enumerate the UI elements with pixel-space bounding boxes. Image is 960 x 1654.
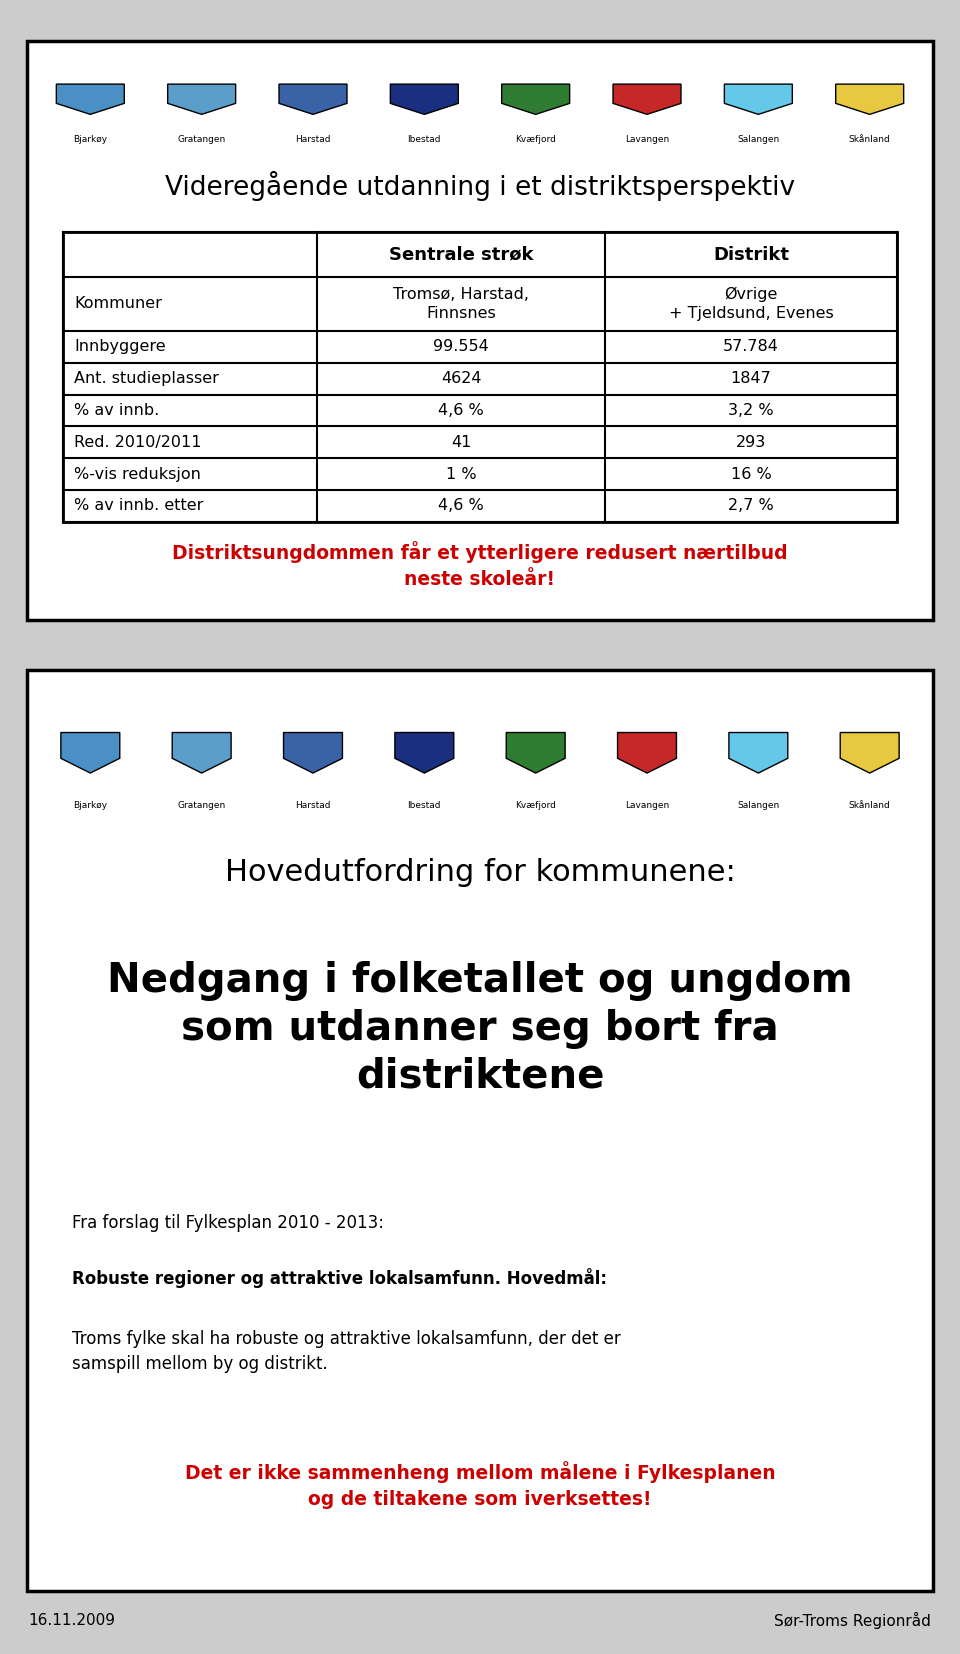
Text: Skånland: Skånland xyxy=(849,136,891,144)
Polygon shape xyxy=(57,84,124,114)
Polygon shape xyxy=(168,84,235,114)
Text: 1 %: 1 % xyxy=(446,466,476,481)
Text: % av innb.: % av innb. xyxy=(74,404,159,418)
FancyBboxPatch shape xyxy=(27,670,933,1591)
Text: 99.554: 99.554 xyxy=(433,339,489,354)
Polygon shape xyxy=(729,733,788,772)
Text: Det er ikke sammenheng mellom målene i Fylkesplanen
og de tiltakene som iverkset: Det er ikke sammenheng mellom målene i F… xyxy=(184,1460,776,1510)
Text: 3,2 %: 3,2 % xyxy=(728,404,774,418)
Text: Sentrale strøk: Sentrale strøk xyxy=(389,246,534,263)
Polygon shape xyxy=(60,733,120,772)
Polygon shape xyxy=(395,733,454,772)
Text: Ant. studieplasser: Ant. studieplasser xyxy=(74,370,219,385)
Text: Salangen: Salangen xyxy=(737,801,780,810)
Text: Bjarkøy: Bjarkøy xyxy=(73,136,108,144)
Polygon shape xyxy=(283,733,343,772)
Text: Ibestad: Ibestad xyxy=(408,801,441,810)
Text: Bjarkøy: Bjarkøy xyxy=(73,801,108,810)
Text: Lavangen: Lavangen xyxy=(625,136,669,144)
Text: Gratangen: Gratangen xyxy=(178,136,226,144)
Text: Sør-Troms Regionråd: Sør-Troms Regionråd xyxy=(775,1613,931,1629)
Text: 57.784: 57.784 xyxy=(723,339,779,354)
Polygon shape xyxy=(391,84,458,114)
Polygon shape xyxy=(279,84,347,114)
Text: Harstad: Harstad xyxy=(296,136,331,144)
Text: 16.11.2009: 16.11.2009 xyxy=(29,1613,116,1629)
Text: %-vis reduksjon: %-vis reduksjon xyxy=(74,466,201,481)
Text: 1847: 1847 xyxy=(731,370,771,385)
Text: Lavangen: Lavangen xyxy=(625,801,669,810)
Text: Distriktsungdommen får et ytterligere redusert nærtilbud
neste skoleår!: Distriktsungdommen får et ytterligere re… xyxy=(172,541,788,589)
Text: Tromsø, Harstad,
Finnsnes: Tromsø, Harstad, Finnsnes xyxy=(394,288,529,321)
Polygon shape xyxy=(836,84,903,114)
Text: Kvæfjord: Kvæfjord xyxy=(516,136,556,144)
Text: Øvrige
+ Tjeldsund, Evenes: Øvrige + Tjeldsund, Evenes xyxy=(668,288,833,321)
Text: Red. 2010/2011: Red. 2010/2011 xyxy=(74,435,202,450)
Text: Videregående utdanning i et distriktsperspektiv: Videregående utdanning i et distriktsper… xyxy=(165,170,795,202)
Polygon shape xyxy=(502,84,569,114)
Text: Kvæfjord: Kvæfjord xyxy=(516,801,556,810)
Text: Skånland: Skånland xyxy=(849,801,891,810)
FancyBboxPatch shape xyxy=(27,41,933,620)
Text: 16 %: 16 % xyxy=(731,466,771,481)
Polygon shape xyxy=(506,733,565,772)
Text: Distrikt: Distrikt xyxy=(713,246,789,263)
Polygon shape xyxy=(613,84,681,114)
Text: Nedgang i folketallet og ungdom
som utdanner seg bort fra
distriktene: Nedgang i folketallet og ungdom som utda… xyxy=(108,961,852,1097)
Polygon shape xyxy=(617,733,677,772)
Polygon shape xyxy=(725,84,792,114)
Text: Harstad: Harstad xyxy=(296,801,331,810)
Text: Troms fylke skal ha robuste og attraktive lokalsamfunn, der det er
samspill mell: Troms fylke skal ha robuste og attraktiv… xyxy=(72,1330,621,1373)
Text: Innbyggere: Innbyggere xyxy=(74,339,166,354)
Polygon shape xyxy=(172,733,231,772)
Text: 4,6 %: 4,6 % xyxy=(439,404,484,418)
Text: 293: 293 xyxy=(736,435,766,450)
Text: Kommuner: Kommuner xyxy=(74,296,162,311)
Text: Gratangen: Gratangen xyxy=(178,801,226,810)
Polygon shape xyxy=(840,733,900,772)
Text: Ibestad: Ibestad xyxy=(408,136,441,144)
Text: 4624: 4624 xyxy=(441,370,482,385)
Text: 2,7 %: 2,7 % xyxy=(728,498,774,513)
Text: % av innb. etter: % av innb. etter xyxy=(74,498,204,513)
Text: Salangen: Salangen xyxy=(737,136,780,144)
Text: Fra forslag til Fylkesplan 2010 - 2013:: Fra forslag til Fylkesplan 2010 - 2013: xyxy=(72,1214,384,1232)
Text: Robuste regioner og attraktive lokalsamfunn. Hovedmål:: Robuste regioner og attraktive lokalsamf… xyxy=(72,1269,607,1288)
Text: 4,6 %: 4,6 % xyxy=(439,498,484,513)
Text: 41: 41 xyxy=(451,435,471,450)
Text: Hovedutfordring for kommunene:: Hovedutfordring for kommunene: xyxy=(225,858,735,887)
